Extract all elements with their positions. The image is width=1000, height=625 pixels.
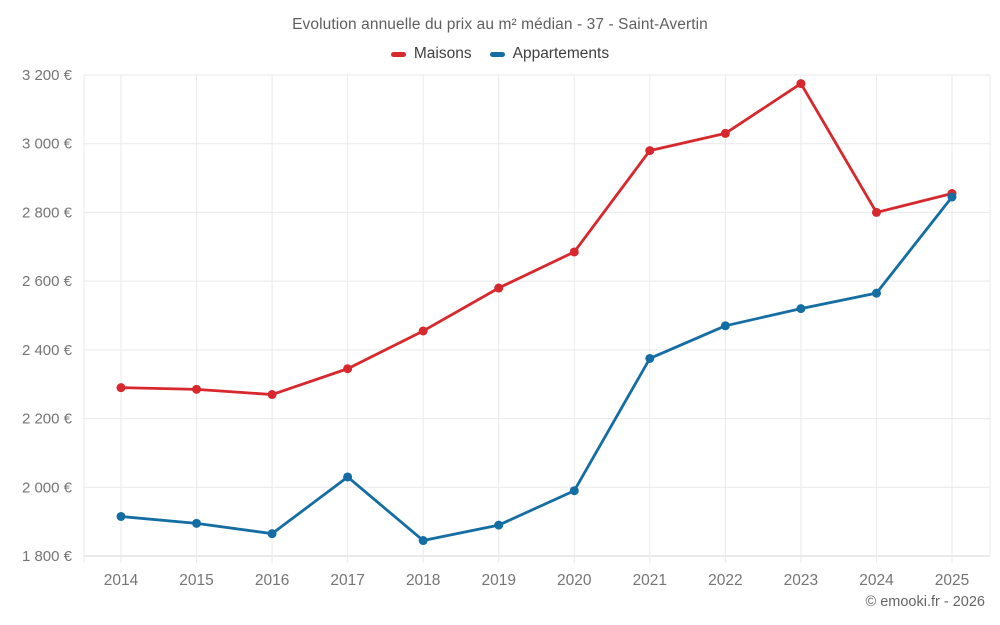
y-tick-label: 2 000 € [22, 479, 73, 496]
data-point-appartements-2024[interactable] [871, 288, 881, 298]
chart-legend: Maisons Appartements [0, 45, 1000, 63]
data-point-maisons-2018[interactable] [418, 326, 428, 336]
copyright-watermark: © emooki.fr - 2026 [865, 594, 985, 610]
data-point-appartements-2017[interactable] [343, 472, 353, 482]
data-point-maisons-2020[interactable] [569, 247, 579, 257]
x-tick-label-2020: 2020 [557, 572, 592, 589]
data-point-maisons-2017[interactable] [343, 364, 353, 374]
y-tick-label: 2 800 € [22, 204, 73, 221]
y-tick-label: 3 000 € [22, 136, 73, 153]
data-point-appartements-2020[interactable] [569, 486, 579, 496]
data-point-maisons-2015[interactable] [192, 384, 202, 394]
data-point-maisons-2024[interactable] [871, 207, 881, 217]
x-tick-label-2019: 2019 [481, 572, 515, 589]
y-tick-label: 2 600 € [22, 273, 73, 290]
y-tick-label: 2 200 € [22, 411, 73, 428]
legend-label-maisons: Maisons [413, 45, 472, 62]
data-point-appartements-2022[interactable] [720, 321, 730, 331]
x-tick-label-2017: 2017 [330, 572, 364, 589]
x-tick-label-2024: 2024 [859, 572, 894, 589]
legend-item-maisons[interactable]: Maisons [390, 45, 472, 63]
x-tick-label-2021: 2021 [633, 572, 667, 589]
series-line-appartements [119, 195, 954, 542]
data-point-maisons-2021[interactable] [645, 146, 655, 156]
maisons-series-swatch-icon [390, 51, 406, 57]
legend-label-appartements: Appartements [512, 45, 610, 62]
data-point-maisons-2014[interactable] [116, 383, 126, 393]
x-tick-label-2014: 2014 [104, 572, 139, 589]
data-point-appartements-2018[interactable] [418, 536, 428, 546]
data-point-maisons-2022[interactable] [720, 128, 730, 138]
x-tick-label-2022: 2022 [708, 572, 742, 589]
series-line-maisons [119, 82, 954, 396]
x-tick-label-2015: 2015 [179, 572, 213, 589]
y-tick-label: 1 800 € [22, 548, 73, 565]
data-point-appartements-2023[interactable] [796, 304, 806, 314]
y-tick-label: 3 200 € [22, 67, 73, 84]
data-point-appartements-2014[interactable] [116, 511, 126, 521]
data-point-appartements-2021[interactable] [645, 353, 655, 363]
x-tick-label-2018: 2018 [406, 572, 440, 589]
x-tick-label-2025: 2025 [935, 572, 969, 589]
data-point-appartements-2015[interactable] [192, 518, 202, 528]
data-point-maisons-2023[interactable] [796, 79, 806, 89]
y-tick-label: 2 400 € [22, 342, 73, 359]
chart-title: Evolution annuelle du prix au m² médian … [292, 16, 708, 33]
appartements-series-swatch-icon [489, 51, 505, 57]
data-point-maisons-2016[interactable] [267, 390, 277, 400]
data-point-appartements-2016[interactable] [267, 529, 277, 539]
data-point-appartements-2019[interactable] [494, 520, 504, 530]
x-tick-label-2023: 2023 [784, 572, 818, 589]
legend-item-appartements[interactable]: Appartements [489, 45, 610, 63]
data-point-maisons-2019[interactable] [494, 283, 504, 293]
data-point-appartements-2025[interactable] [947, 192, 957, 202]
x-tick-label-2016: 2016 [255, 572, 289, 589]
